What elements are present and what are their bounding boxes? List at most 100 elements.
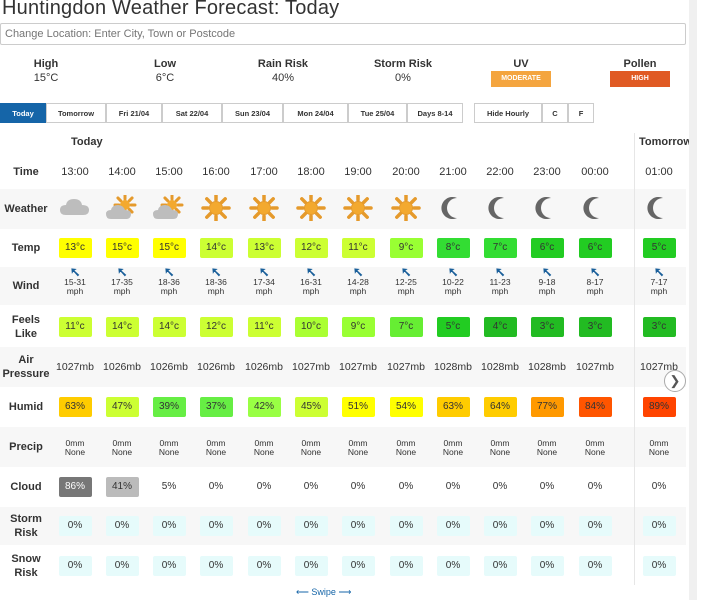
temp-cell: 11°c <box>334 231 382 265</box>
tab-today[interactable]: Today <box>0 103 46 123</box>
snow-value: 0% <box>578 556 612 576</box>
pressure-cell: 1026mb <box>145 347 193 387</box>
row-label-snow: Snow Risk <box>11 553 41 579</box>
pressure-cell: 1028mb <box>476 347 524 387</box>
tab-c[interactable]: C <box>542 103 568 123</box>
wind-speed: 7-17 <box>650 277 668 287</box>
wind-unit: mph <box>160 286 178 296</box>
pressure-cell: 1027mb <box>571 347 619 387</box>
temp-value: 13°c <box>58 238 92 258</box>
precip-desc: None <box>347 447 369 457</box>
cloud-value: 0% <box>294 477 328 497</box>
precip-amount: 0mm <box>206 438 226 448</box>
humid-cell: 89% <box>635 389 683 425</box>
temp-cell: 6°c <box>523 231 571 265</box>
snow-cell: 0% <box>98 547 146 585</box>
hour-time: 15:00 <box>145 159 193 185</box>
sun-behind-cloud-icon <box>153 193 185 224</box>
wind-direction-arrow-icon: ➘ <box>116 265 128 280</box>
tab-hide-hourly[interactable]: Hide Hourly <box>474 103 542 123</box>
precip-cell: 0mm None <box>523 427 571 467</box>
feels-value: 4°c <box>483 317 517 337</box>
temp-cell: 9°c <box>382 231 430 265</box>
cloud-cell: 86% <box>51 469 99 505</box>
scrollbar[interactable] <box>689 0 697 600</box>
wind-speed: 10-22 <box>442 277 464 287</box>
hour-time: 13:00 <box>51 159 99 185</box>
time-label: 16:00 <box>202 166 230 178</box>
tab-tue-25-04[interactable]: Tue 25/04 <box>348 103 407 123</box>
humid-value: 45% <box>294 397 328 417</box>
cloud-cell: 0% <box>287 469 335 505</box>
tab-sat-22-04[interactable]: Sat 22/04 <box>162 103 222 123</box>
wind-direction-arrow-icon: ➘ <box>305 265 317 280</box>
row-shade <box>0 347 686 387</box>
precip-cell: 0mm None <box>382 427 430 467</box>
moon-icon <box>646 197 672 224</box>
row-label-cloud: Cloud <box>10 481 42 493</box>
precip-amount: 0mm <box>585 438 605 448</box>
tab-tomorrow[interactable]: Tomorrow <box>46 103 106 123</box>
summary-high: High 15°C <box>4 58 88 84</box>
temp-value: 6°c <box>530 238 564 258</box>
feels-value: 14°c <box>105 317 139 337</box>
moon-icon <box>582 197 608 224</box>
wind-unit: mph <box>207 286 225 296</box>
wind-cell: ➘ 12-25 mph <box>382 265 430 305</box>
day-label-today: Today <box>71 136 103 148</box>
wind-cell: ➘ 16-31 mph <box>287 265 335 305</box>
wind-unit: mph <box>586 286 604 296</box>
snow-value: 0% <box>105 556 139 576</box>
tab-days-8-14[interactable]: Days 8-14 <box>407 103 463 123</box>
tab-sun-23-04[interactable]: Sun 23/04 <box>222 103 283 123</box>
next-arrow-button[interactable]: ❯ <box>664 370 686 392</box>
storm-value: 0% <box>578 516 612 536</box>
wind-unit: mph <box>66 286 84 296</box>
time-label: 00:00 <box>581 166 609 178</box>
hour-time: 19:00 <box>334 159 382 185</box>
humid-value: 37% <box>199 397 233 417</box>
summary-rain-risk: Rain Risk 40% <box>238 58 328 84</box>
temp-value: 15°c <box>152 238 186 258</box>
time-label: 01:00 <box>645 166 673 178</box>
precip-amount: 0mm <box>159 438 179 448</box>
time-label: 21:00 <box>439 166 467 178</box>
location-search-input[interactable] <box>0 23 686 45</box>
pressure-value: 1027mb <box>339 361 377 373</box>
snow-cell: 0% <box>571 547 619 585</box>
snow-cell: 0% <box>476 547 524 585</box>
tab-fri-21-04[interactable]: Fri 21/04 <box>106 103 162 123</box>
feels-value: 5°c <box>436 317 470 337</box>
cloud-value: 86% <box>58 477 92 497</box>
sun-icon <box>249 193 279 224</box>
feels-value: 10°c <box>294 317 328 337</box>
sun-icon <box>343 193 373 224</box>
cloud-value: 0% <box>436 477 470 497</box>
precip-cell: 0mm None <box>145 427 193 467</box>
humid-cell: 42% <box>240 389 288 425</box>
row-label-pressure: Air Pressure <box>2 354 50 380</box>
wind-cell: ➘ 18-36 mph <box>145 265 193 305</box>
hour-time: 20:00 <box>382 159 430 185</box>
feels-value: 3°c <box>642 317 676 337</box>
humid-cell: 54% <box>382 389 430 425</box>
temp-value: 7°c <box>483 238 517 258</box>
humid-value: 39% <box>152 397 186 417</box>
tab-mon-24-04[interactable]: Mon 24/04 <box>283 103 348 123</box>
storm-value: 0% <box>294 516 328 536</box>
time-label: 18:00 <box>297 166 325 178</box>
storm-cell: 0% <box>476 507 524 545</box>
feels-value: 11°c <box>247 317 281 337</box>
tab-f[interactable]: F <box>568 103 594 123</box>
wind-unit: mph <box>349 286 367 296</box>
feels-cell: 3°c <box>571 309 619 345</box>
pressure-value: 1027mb <box>292 361 330 373</box>
wind-cell: ➘ 9-18 mph <box>523 265 571 305</box>
weather-cell <box>334 189 382 229</box>
wind-direction-arrow-icon: ➘ <box>163 265 175 280</box>
wind-speed: 17-35 <box>111 277 133 287</box>
weather-cell <box>51 189 99 229</box>
wind-cell: ➘ 15-31 mph <box>51 265 99 305</box>
pressure-value: 1026mb <box>245 361 283 373</box>
humid-value: 84% <box>578 397 612 417</box>
